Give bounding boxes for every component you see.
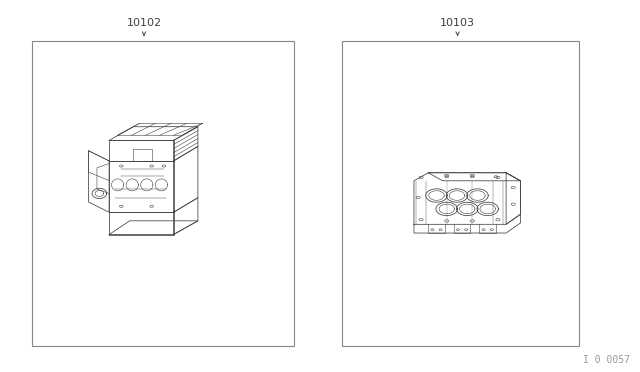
Bar [342,41,579,346]
Text: 10102: 10102 [127,18,161,28]
Text: I 0 0057: I 0 0057 [584,355,630,365]
Text: 10103: 10103 [440,18,475,28]
Bar [32,41,294,346]
